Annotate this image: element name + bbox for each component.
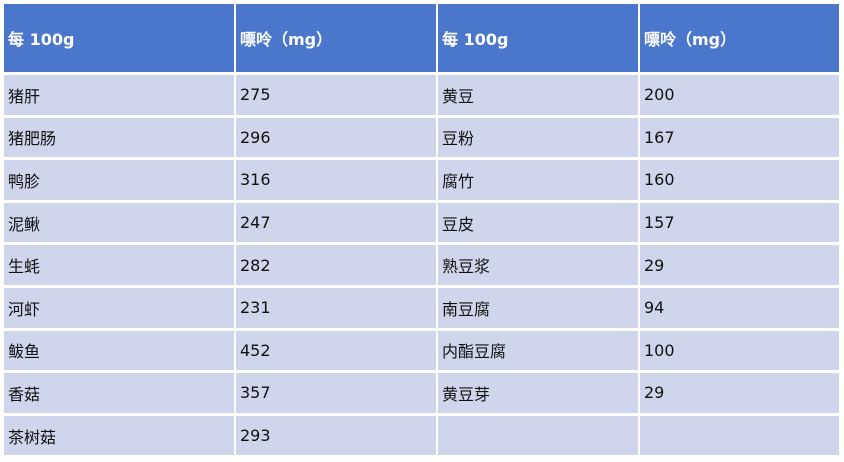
cell-food-1: 鲅鱼 xyxy=(4,330,234,371)
cell-food-2: 黄豆芽 xyxy=(438,373,638,413)
cell-purine-1: 282 xyxy=(236,245,436,285)
table-row: 河虾 231 南豆腐 94 xyxy=(4,287,839,328)
cell-purine-1: 293 xyxy=(236,415,436,456)
cell-purine-2: 100 xyxy=(640,330,839,371)
cell-food-2 xyxy=(438,415,638,456)
cell-food-2: 内酯豆腐 xyxy=(438,330,638,371)
table-row: 生蚝 282 熟豆浆 29 xyxy=(4,245,839,285)
cell-purine-2: 200 xyxy=(640,75,839,115)
header-food-1: 每 100g xyxy=(4,4,234,72)
cell-food-1: 生蚝 xyxy=(4,245,234,285)
cell-purine-2: 29 xyxy=(640,373,839,413)
cell-food-2: 黄豆 xyxy=(438,75,638,115)
cell-purine-1: 316 xyxy=(236,160,436,200)
table-row: 鲅鱼 452 内酯豆腐 100 xyxy=(4,330,839,371)
cell-purine-1: 296 xyxy=(236,117,436,158)
cell-purine-1: 247 xyxy=(236,202,436,243)
cell-food-2: 腐竹 xyxy=(438,160,638,200)
cell-food-1: 泥鳅 xyxy=(4,202,234,243)
cell-purine-2: 29 xyxy=(640,245,839,285)
cell-food-1: 香菇 xyxy=(4,373,234,413)
header-purine-2: 嘌呤（mg） xyxy=(640,4,839,72)
cell-food-1: 鸭胗 xyxy=(4,160,234,200)
cell-purine-2: 157 xyxy=(640,202,839,243)
header-purine-1: 嘌呤（mg） xyxy=(236,4,436,72)
cell-purine-1: 231 xyxy=(236,287,436,328)
cell-food-2: 豆皮 xyxy=(438,202,638,243)
cell-purine-1: 357 xyxy=(236,373,436,413)
cell-food-1: 河虾 xyxy=(4,287,234,328)
cell-purine-1: 452 xyxy=(236,330,436,371)
table-row: 鸭胗 316 腐竹 160 xyxy=(4,160,839,200)
cell-purine-2: 160 xyxy=(640,160,839,200)
table-row: 猪肥肠 296 豆粉 167 xyxy=(4,117,839,158)
cell-purine-1: 275 xyxy=(236,75,436,115)
table-row: 泥鳅 247 豆皮 157 xyxy=(4,202,839,243)
cell-food-2: 熟豆浆 xyxy=(438,245,638,285)
cell-food-1: 茶树菇 xyxy=(4,415,234,456)
table-row: 猪肝 275 黄豆 200 xyxy=(4,75,839,115)
cell-food-2: 南豆腐 xyxy=(438,287,638,328)
cell-food-1: 猪肝 xyxy=(4,75,234,115)
cell-food-2: 豆粉 xyxy=(438,117,638,158)
cell-purine-2: 94 xyxy=(640,287,839,328)
header-row: 每 100g 嘌呤（mg） 每 100g 嘌呤（mg） xyxy=(4,4,839,72)
cell-purine-2: 167 xyxy=(640,117,839,158)
cell-purine-2 xyxy=(640,415,839,456)
table-row: 香菇 357 黄豆芽 29 xyxy=(4,373,839,413)
header-food-2: 每 100g xyxy=(438,4,638,72)
cell-food-1: 猪肥肠 xyxy=(4,117,234,158)
table-row: 茶树菇 293 xyxy=(4,415,839,456)
